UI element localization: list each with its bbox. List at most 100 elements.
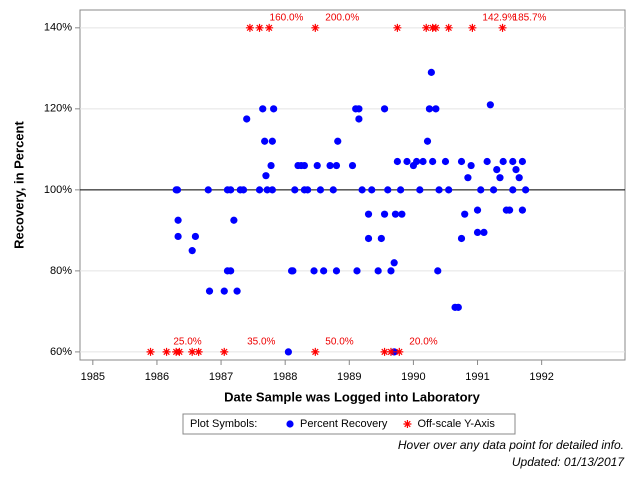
off-scale-point — [188, 347, 197, 356]
data-point — [509, 186, 517, 194]
data-point — [419, 157, 427, 166]
annotation: 50.0% — [325, 337, 353, 348]
data-point — [334, 137, 342, 145]
off-scale-point — [431, 23, 440, 32]
off-scale-point — [468, 23, 477, 32]
annotation: 160.0% — [270, 12, 304, 23]
off-scale-point — [395, 347, 404, 356]
data-point — [310, 267, 318, 275]
data-point — [268, 186, 276, 194]
x-tick-label: 1992 — [529, 371, 553, 383]
data-point — [332, 267, 341, 275]
x-axis-title: Date Sample was Logged into Laboratory — [224, 389, 480, 404]
data-point — [396, 186, 405, 194]
data-point — [291, 186, 299, 194]
y-axis-title: Recovery, in Percent — [11, 121, 26, 249]
x-tick-label: 1987 — [209, 371, 233, 383]
off-scale-point — [498, 23, 507, 32]
data-point — [380, 105, 389, 113]
data-point — [267, 161, 275, 170]
data-point — [270, 105, 278, 113]
legend-label: Percent Recovery — [300, 418, 388, 430]
data-point — [416, 186, 424, 194]
data-point — [423, 137, 432, 145]
data-point — [432, 105, 440, 113]
data-point — [483, 157, 491, 166]
y-tick-label: 80% — [50, 265, 72, 277]
data-point — [441, 157, 450, 166]
off-scale-point — [255, 23, 264, 32]
data-point — [403, 157, 411, 166]
data-point — [522, 186, 530, 194]
data-point — [329, 186, 337, 194]
data-point — [518, 157, 527, 166]
data-point — [435, 186, 443, 194]
data-point — [227, 186, 235, 194]
data-point — [204, 186, 212, 194]
data-point — [454, 303, 462, 311]
data-point — [348, 161, 357, 170]
data-point — [467, 161, 475, 170]
data-point — [284, 348, 292, 356]
off-scale-point — [393, 23, 402, 32]
data-point — [364, 210, 373, 218]
y-tick-label: 140% — [44, 22, 72, 34]
annotation: 35.0% — [247, 337, 275, 348]
plot-frame — [79, 9, 626, 361]
data-point — [243, 115, 251, 123]
legend-marker — [286, 420, 294, 428]
data-point — [496, 174, 504, 182]
data-point — [173, 186, 182, 194]
data-point — [445, 186, 453, 194]
data-point — [480, 228, 488, 236]
data-point — [263, 186, 271, 194]
legend-label: Off-scale Y-Axis — [417, 418, 495, 430]
annotation: 200.0% — [325, 12, 359, 23]
off-scale-point — [311, 23, 320, 32]
x-tick-label: 1989 — [337, 371, 361, 383]
data-point — [509, 157, 517, 166]
off-scale-point — [265, 23, 274, 32]
data-point — [461, 210, 469, 218]
off-scale-point — [220, 347, 229, 356]
data-point — [304, 186, 312, 194]
data-point — [505, 206, 514, 214]
data-point — [188, 247, 196, 255]
data-point — [316, 186, 325, 194]
data-point — [174, 232, 182, 241]
data-point — [515, 174, 523, 182]
data-point — [174, 216, 182, 224]
annotation: 20.0% — [409, 337, 437, 348]
annotation: 142.9% — [482, 12, 516, 23]
data-point — [191, 232, 200, 241]
data-point — [355, 115, 363, 123]
data-point — [205, 287, 214, 295]
off-scale-point — [194, 347, 203, 356]
y-tick-label: 60% — [50, 346, 72, 358]
data-point — [374, 267, 382, 275]
data-point — [289, 267, 297, 275]
data-point — [489, 186, 498, 194]
data-point — [326, 161, 334, 170]
data-point — [220, 287, 228, 295]
data-point — [268, 137, 276, 145]
data-point — [353, 267, 361, 275]
off-scale-point — [311, 347, 320, 356]
off-scale-point — [162, 347, 171, 356]
y-tick-label: 120% — [44, 103, 72, 115]
x-tick-label: 1985 — [81, 371, 105, 383]
data-point — [429, 157, 437, 166]
data-point — [512, 166, 520, 174]
data-point — [413, 157, 421, 166]
annotation: 185.7% — [513, 12, 547, 23]
data-point — [434, 267, 442, 275]
data-point — [473, 206, 482, 214]
y-tick-label: 100% — [44, 184, 72, 196]
legend-marker — [403, 420, 412, 428]
data-point — [364, 234, 373, 243]
data-point — [518, 206, 527, 214]
data-point — [380, 210, 389, 218]
data-point — [227, 267, 235, 275]
